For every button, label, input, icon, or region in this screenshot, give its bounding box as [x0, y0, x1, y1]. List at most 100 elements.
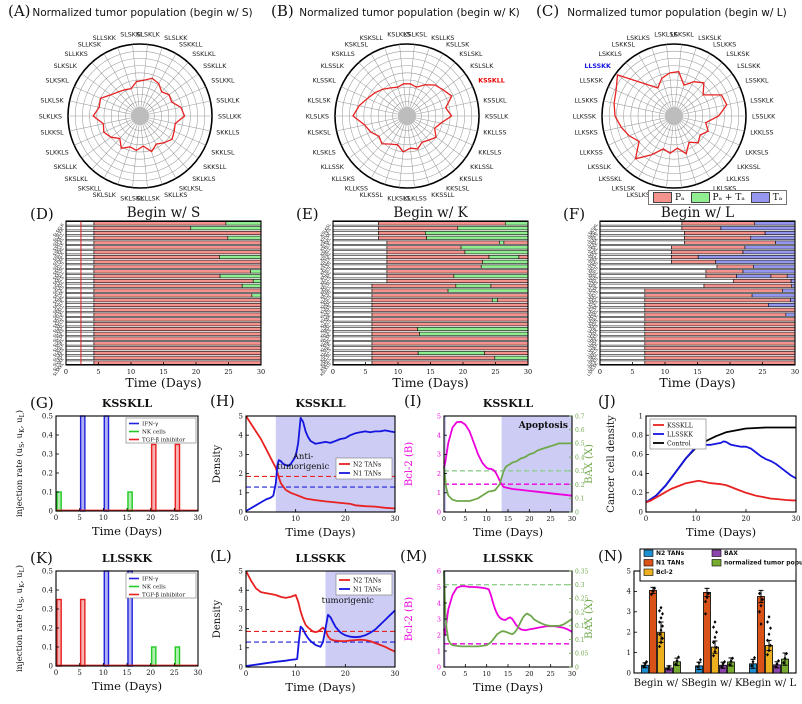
svg-text:2: 2: [437, 470, 441, 478]
svg-text:KLSSLK: KLSSLK: [321, 63, 345, 70]
radar-grid: [601, 43, 747, 189]
injection-pulse: [79, 415, 86, 512]
svg-text:0.2: 0.2: [632, 489, 643, 497]
svg-text:LSKSLK: LSKSLK: [698, 35, 722, 42]
panel-b-tag: (B): [271, 2, 294, 20]
svg-text:Density: Density: [212, 444, 223, 483]
svg-text:LSKKSL: LSKKSL: [612, 41, 636, 48]
svg-text:KSSLKL: KSSLKL: [483, 97, 507, 104]
svg-text:1: 1: [239, 489, 243, 497]
panel-l: (L) LLSSKK 0 10 20 30 0 1 2 3 4 5 Time (Days) Densi…: [204, 545, 399, 704]
svg-text:Time (Days): Time (Days): [473, 525, 543, 539]
svg-text:10: 10: [291, 515, 300, 523]
svg-text:TGF-β inhibitor: TGF-β inhibitor: [142, 593, 185, 599]
panel-a: (A) Normalized tumor population (begin w…: [0, 0, 267, 205]
panel-h-title: KSSKLL: [295, 397, 346, 410]
injection-pulse: [103, 570, 110, 667]
legend-label-ta: Tₐ: [772, 192, 783, 203]
svg-text:0.5: 0.5: [42, 567, 53, 575]
injection-pulse: [150, 443, 157, 512]
svg-text:N2 TANs: N2 TANs: [656, 550, 685, 557]
svg-text:5: 5: [96, 368, 100, 376]
apoptosis-chart-m: 0 5 10 15 20 25 30012345600.050.10.150.20.250.…: [404, 567, 595, 694]
panel-a-tag: (A): [8, 2, 31, 20]
svg-text:SLSKLK: SLSKLK: [137, 31, 161, 38]
svg-text:SKLSKL: SKLSKL: [120, 196, 144, 203]
svg-text:Time (Days): Time (Days): [473, 680, 543, 694]
panel-e-title: Begin w/ K: [393, 205, 468, 221]
svg-text:LSKLSK: LSKLSK: [654, 31, 678, 38]
svg-text:15: 15: [159, 368, 167, 376]
svg-text:20: 20: [341, 515, 350, 523]
svg-text:tumorigenic: tumorigenic: [322, 596, 375, 606]
svg-text:4: 4: [627, 588, 632, 596]
svg-text:SKKSLL: SKKSLL: [203, 164, 227, 171]
svg-text:5: 5: [437, 412, 441, 420]
legend-swatch-ta: [750, 192, 770, 203]
svg-text:0: 0: [49, 507, 53, 515]
svg-text:25: 25: [491, 368, 499, 376]
svg-text:Bcl-2 (B): Bcl-2 (B): [404, 442, 415, 486]
svg-text:5: 5: [630, 368, 634, 376]
svg-text:2: 2: [627, 629, 631, 637]
svg-text:LKSLSK: LKSLSK: [612, 186, 636, 193]
svg-text:Bcl-2: Bcl-2: [656, 569, 673, 576]
svg-text:5: 5: [239, 412, 243, 420]
radar-grid: [67, 43, 213, 189]
plot-legend: N2 TANs N1 TANs: [335, 573, 393, 596]
svg-text:SKLKSL: SKLKSL: [179, 186, 203, 193]
svg-text:KSLSKL: KSLSKL: [459, 51, 483, 58]
svg-text:0.2: 0.2: [575, 609, 585, 616]
svg-text:25: 25: [758, 368, 766, 376]
bar: [703, 592, 711, 674]
svg-text:0: 0: [239, 663, 243, 671]
svg-text:0.1: 0.1: [575, 496, 585, 503]
svg-text:30: 30: [524, 368, 532, 376]
panel-e-tag: (E): [296, 205, 319, 223]
bar: [649, 589, 657, 674]
svg-text:SLLSKK: SLLSKK: [93, 35, 117, 42]
svg-text:20: 20: [192, 368, 200, 376]
bars-legend: N2 TANs N1 TANs Bcl-2 BAX normalized tumor p…: [639, 548, 802, 582]
svg-text:SLKKLS: SLKKLS: [45, 150, 68, 157]
svg-text:3: 3: [239, 451, 243, 459]
svg-text:10: 10: [99, 669, 108, 677]
svg-text:KSKSLL: KSKSLL: [360, 35, 384, 42]
svg-text:KSKLLS: KSKLLS: [332, 51, 355, 58]
panel-i-title: KSSKLL: [482, 397, 534, 410]
svg-text:Time (Days): Time (Days): [285, 680, 355, 694]
svg-text:0.05: 0.05: [575, 651, 589, 658]
svg-text:0.5: 0.5: [575, 441, 585, 448]
svg-text:LSKSKL: LSKSKL: [671, 31, 695, 38]
svg-text:SLKLSK: SLKLSK: [40, 97, 64, 104]
panel-a-title: Normalized tumor population (begin w/ S): [32, 7, 253, 19]
svg-text:25: 25: [547, 515, 555, 523]
svg-text:20: 20: [459, 368, 467, 376]
svg-text:0: 0: [64, 368, 68, 376]
svg-text:0: 0: [49, 662, 53, 670]
svg-text:SLKKSL: SLKKSL: [40, 130, 64, 137]
svg-text:0.4: 0.4: [42, 586, 54, 594]
svg-text:3: 3: [627, 608, 631, 616]
panel-b-title: Normalized tumor population (begin w/ K): [299, 7, 520, 19]
svg-text:1: 1: [639, 412, 643, 420]
svg-text:0.1: 0.1: [42, 488, 53, 496]
legend-label-pa: Pₐ: [675, 192, 685, 203]
svg-text:0: 0: [598, 368, 602, 376]
panel-m-title: LLSSKK: [482, 552, 534, 565]
svg-text:KKLSSL: KKLSSL: [470, 164, 494, 171]
panel-m: (M) LLSSKK 0 5 10 15 20 25 30 0 1 2 3 4 5 6 0 0.05 0.1 0.…: [400, 545, 596, 704]
svg-text:15: 15: [693, 368, 701, 376]
svg-text:SLKSKL: SLKSKL: [45, 77, 69, 84]
svg-text:N2 TANs: N2 TANs: [353, 461, 381, 468]
svg-text:0.7: 0.7: [575, 413, 585, 420]
svg-text:0: 0: [331, 368, 335, 376]
svg-text:KLKLSS: KLKLSS: [404, 196, 427, 203]
svg-text:SKSKLL: SKSKLL: [78, 186, 102, 193]
svg-text:BAX (X): BAX (X): [584, 599, 595, 639]
svg-text:SLKSLK: SLKSLK: [54, 63, 78, 70]
svg-text:Anti-: Anti-: [292, 452, 314, 462]
svg-text:NK cells: NK cells: [142, 585, 166, 591]
svg-text:10: 10: [291, 670, 300, 678]
